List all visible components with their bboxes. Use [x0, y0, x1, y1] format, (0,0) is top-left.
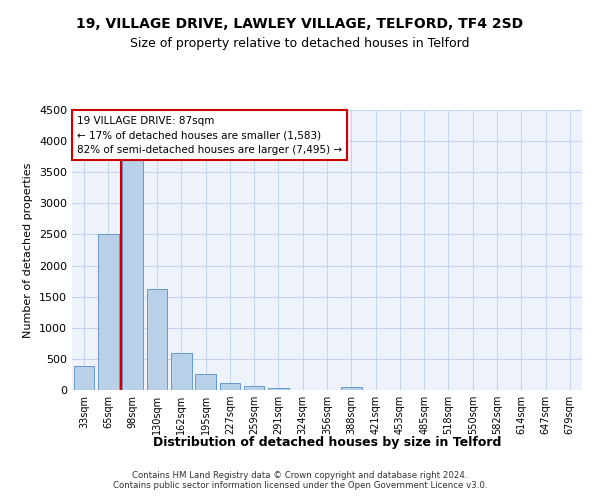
Bar [268, 388, 289, 390]
Text: Size of property relative to detached houses in Telford: Size of property relative to detached ho… [130, 38, 470, 51]
Bar [171, 354, 191, 390]
Bar [146, 289, 167, 390]
Bar [122, 160, 143, 390]
Bar [244, 386, 265, 390]
Bar [341, 387, 362, 390]
Bar [220, 383, 240, 390]
Text: Distribution of detached houses by size in Telford: Distribution of detached houses by size … [153, 436, 501, 449]
Bar [98, 234, 119, 390]
Text: 19 VILLAGE DRIVE: 87sqm
← 17% of detached houses are smaller (1,583)
82% of semi: 19 VILLAGE DRIVE: 87sqm ← 17% of detache… [77, 116, 342, 155]
Y-axis label: Number of detached properties: Number of detached properties [23, 162, 34, 338]
Text: Contains HM Land Registry data © Crown copyright and database right 2024.
Contai: Contains HM Land Registry data © Crown c… [113, 470, 487, 490]
Bar [195, 374, 216, 390]
Bar [74, 366, 94, 390]
Text: 19, VILLAGE DRIVE, LAWLEY VILLAGE, TELFORD, TF4 2SD: 19, VILLAGE DRIVE, LAWLEY VILLAGE, TELFO… [76, 18, 524, 32]
